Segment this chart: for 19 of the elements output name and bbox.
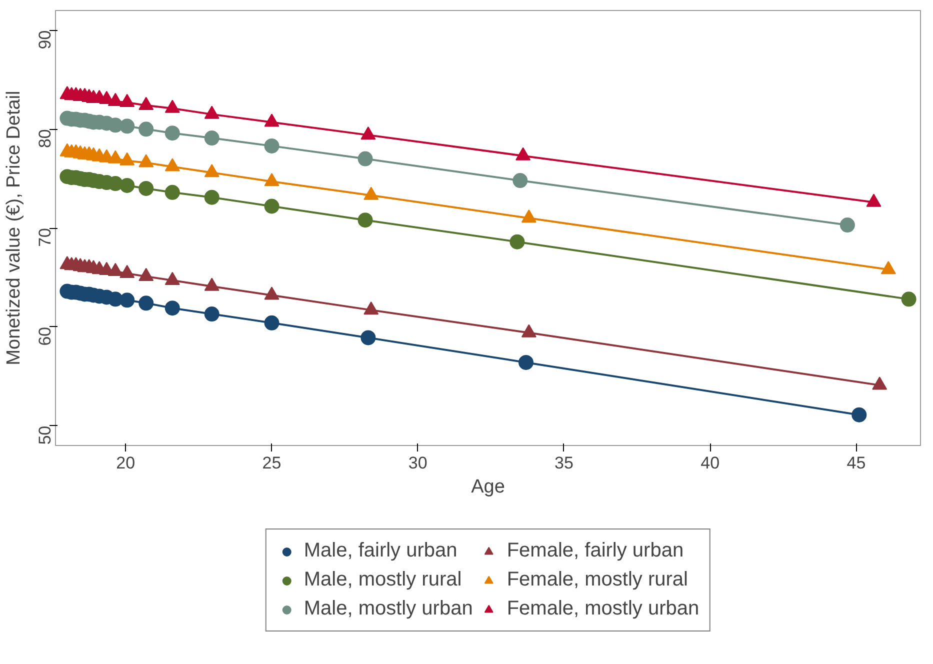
- legend-label: Female, fairly urban: [506, 540, 684, 562]
- y-tick-label: 90: [36, 30, 54, 50]
- x-axis-title: Age: [471, 476, 505, 498]
- x-tick-label: 25: [262, 454, 282, 472]
- y-tick-label: 60: [36, 326, 54, 346]
- x-tick-label: 30: [408, 454, 428, 472]
- y-tick-label: 50: [36, 426, 54, 445]
- x-tick-label: 20: [116, 454, 136, 472]
- y-tick-label: 70: [36, 228, 54, 247]
- legend-label: Female, mostly rural: [506, 568, 688, 592]
- legend-label: Male, mostly urban: [304, 598, 473, 620]
- x-tick-label: 40: [700, 454, 720, 472]
- legend-label: Male, fairly urban: [304, 540, 458, 562]
- legend-label: Male, mostly rural: [304, 568, 462, 592]
- y-tick-label: 80: [36, 129, 54, 148]
- x-tick-label: 45: [846, 454, 866, 472]
- y-axis-title: Monetized value (€), Price Detail: [4, 90, 24, 366]
- x-tick-label: 35: [554, 454, 574, 472]
- legend-label: Female, mostly urban: [506, 598, 700, 620]
